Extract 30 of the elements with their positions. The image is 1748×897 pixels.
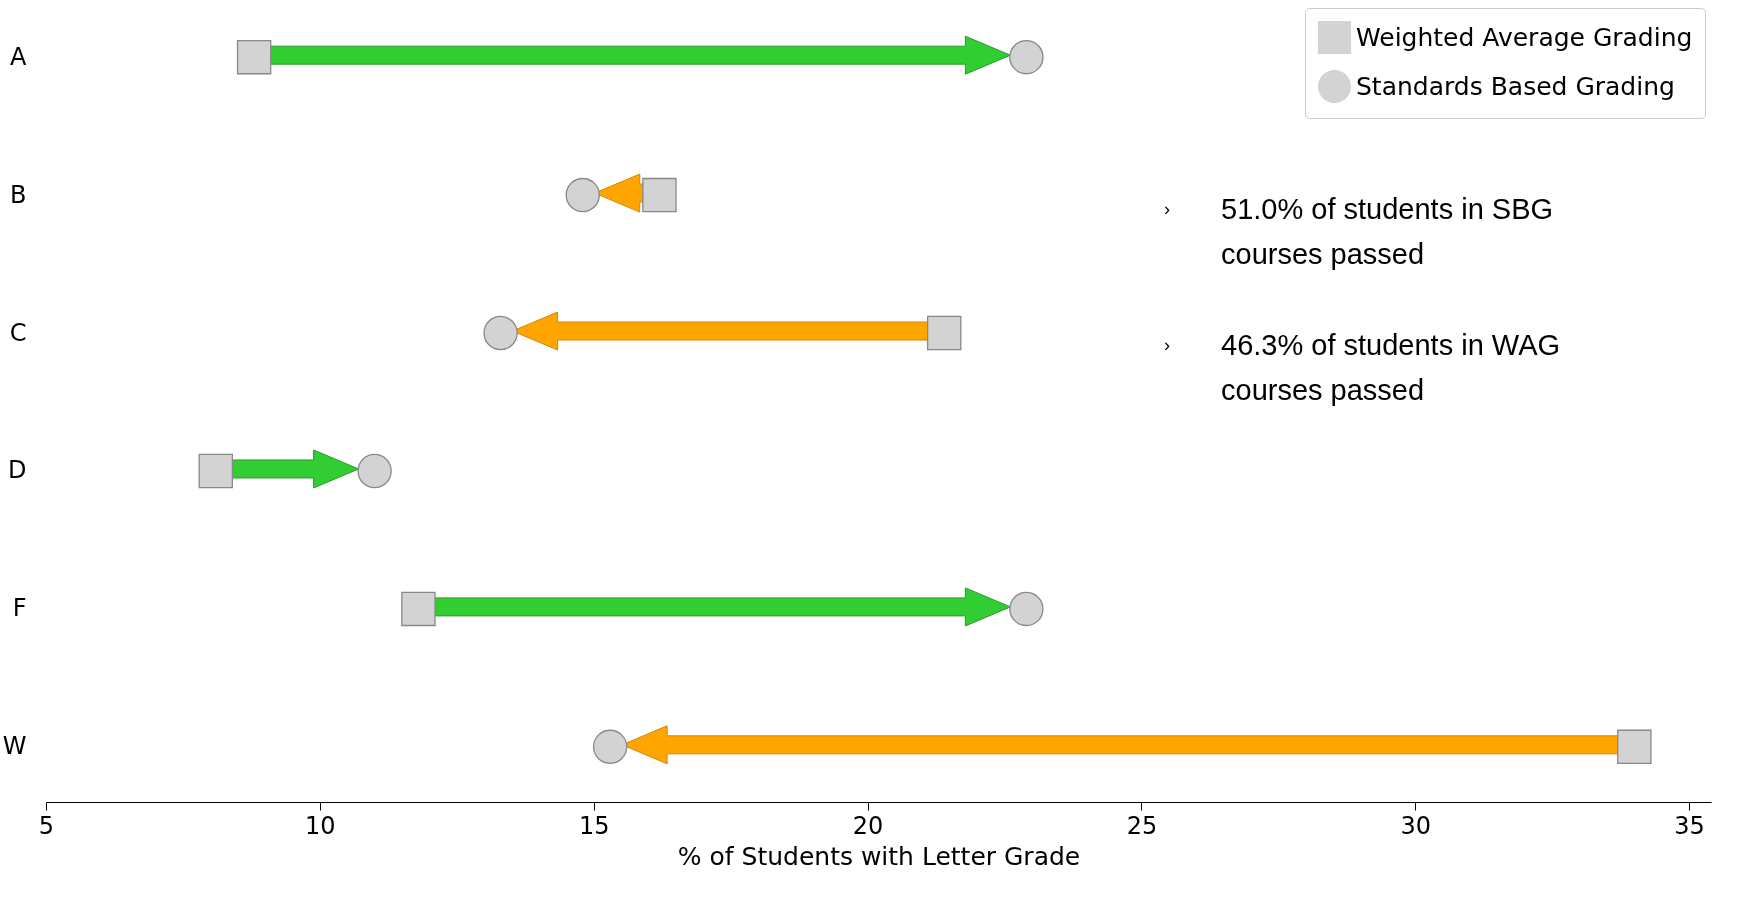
y-tick-label: B [10, 180, 27, 209]
point [483, 315, 518, 351]
point [236, 39, 272, 75]
x-tick-label: 35 [1674, 811, 1705, 840]
point [401, 591, 436, 627]
point [1617, 729, 1652, 765]
point [592, 729, 628, 765]
point [1009, 39, 1044, 75]
point [565, 177, 600, 213]
legend-label: Standards Based Grading [1356, 71, 1675, 101]
x-tick-label: 10 [305, 811, 336, 840]
x-tick-label: 15 [578, 811, 610, 840]
point [357, 453, 392, 489]
x-tick-label: 30 [1400, 811, 1432, 840]
point [926, 315, 962, 351]
y-tick-label: A [10, 42, 28, 71]
y-tick-label: F [12, 594, 27, 623]
text: › 51.0% of students in SBG courses passed [1164, 193, 1554, 270]
y-tick-label: W [2, 732, 27, 761]
legend-label: Weighted Average Grading [1356, 22, 1693, 52]
x-tick-label: 20 [852, 811, 884, 840]
point [1009, 591, 1044, 627]
y-tick-label: D [8, 456, 27, 485]
x-tick-label: 5 [38, 811, 55, 840]
text: › 46.3% of students in WAG courses passed [1164, 329, 1561, 406]
x-tick-label: 25 [1126, 811, 1158, 840]
point [642, 177, 677, 213]
y-tick-label: C [9, 318, 27, 347]
point [198, 453, 234, 489]
x-axis-title: % of Students with Letter Grade [677, 841, 1081, 871]
